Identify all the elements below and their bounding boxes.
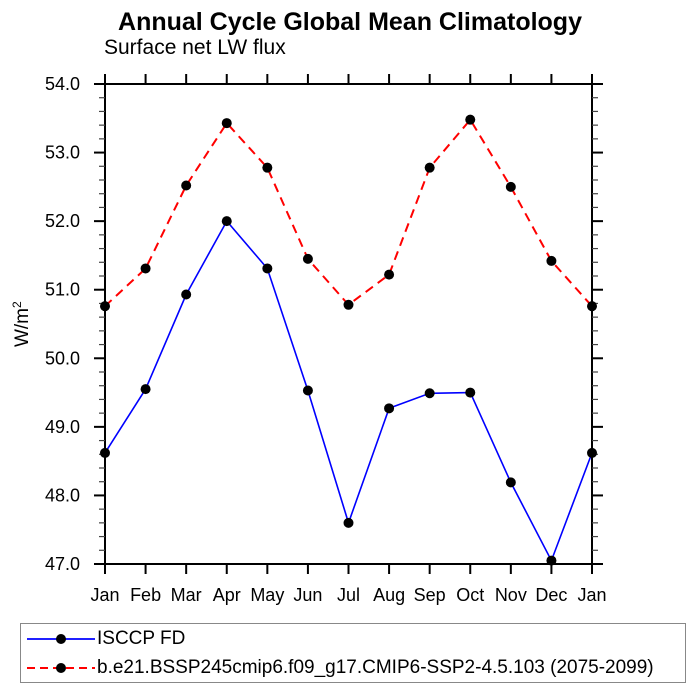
x-tick-label: Jan <box>90 585 119 605</box>
data-point <box>181 180 192 191</box>
legend-dashed-line-icon <box>27 662 95 673</box>
data-point <box>505 477 516 488</box>
data-point <box>140 263 151 274</box>
x-tick-label: Oct <box>456 585 484 605</box>
chart-title: Annual Cycle Global Mean Climatology <box>118 8 582 36</box>
data-point <box>587 301 597 312</box>
data-point <box>262 263 273 274</box>
x-tick-label: Nov <box>495 585 527 605</box>
legend-marker-dot <box>56 633 66 644</box>
data-point <box>546 555 557 566</box>
x-tick-label: Jul <box>337 585 360 605</box>
data-point <box>221 118 232 129</box>
data-point <box>465 114 476 125</box>
data-point <box>384 269 395 280</box>
legend-solid-line-icon <box>27 633 95 644</box>
y-tick-label: 53.0 <box>45 143 80 163</box>
legend-label: b.e21.BSSP245cmip6.f09_g17.CMIP6-SSP2-4.… <box>97 656 654 678</box>
x-tick-label: May <box>250 585 284 605</box>
legend-entry: ISCCP FD <box>21 624 685 653</box>
data-point <box>302 253 313 264</box>
data-point <box>424 388 435 399</box>
data-point <box>221 216 232 227</box>
legend-marker-dot <box>56 662 66 673</box>
x-tick-label: Feb <box>130 585 161 605</box>
data-point <box>424 162 435 173</box>
series-line-0 <box>104 219 593 563</box>
x-tick-label: Dec <box>535 585 567 605</box>
y-tick-label: 48.0 <box>45 485 80 505</box>
legend-entry: b.e21.BSSP245cmip6.f09_g17.CMIP6-SSP2-4.… <box>21 653 685 682</box>
x-tick-label: Apr <box>213 585 241 605</box>
legend-label: ISCCP FD <box>97 627 186 649</box>
data-point <box>384 403 395 414</box>
y-tick-label: 54.0 <box>45 74 80 94</box>
data-point <box>505 181 516 192</box>
series-line-1 <box>104 117 593 307</box>
legend: ISCCP FD b.e21.BSSP245cmip6.f09_g17.CMIP… <box>20 623 686 683</box>
data-point <box>465 387 476 398</box>
x-tick-label: Jan <box>577 585 606 605</box>
data-point <box>262 162 273 173</box>
y-tick-label: 52.0 <box>45 211 80 231</box>
data-point <box>546 255 557 266</box>
x-tick-label: Aug <box>373 585 405 605</box>
data-point <box>587 447 597 458</box>
data-point <box>100 301 110 312</box>
x-tick-label: Mar <box>171 585 202 605</box>
x-tick-label: Sep <box>414 585 446 605</box>
y-tick-label: 49.0 <box>45 417 80 437</box>
y-tick-label: 47.0 <box>45 554 80 574</box>
y-tick-label: 51.0 <box>45 280 80 300</box>
data-point <box>100 447 110 458</box>
data-point <box>302 385 313 396</box>
data-point <box>343 299 354 310</box>
x-tick-label: Jun <box>293 585 322 605</box>
axis-frame <box>104 83 593 565</box>
y-tick-label: 50.0 <box>45 348 80 368</box>
data-point <box>181 289 192 300</box>
data-point <box>140 384 151 395</box>
chart-subtitle: Surface net LW flux <box>104 36 286 59</box>
data-point <box>343 517 354 528</box>
